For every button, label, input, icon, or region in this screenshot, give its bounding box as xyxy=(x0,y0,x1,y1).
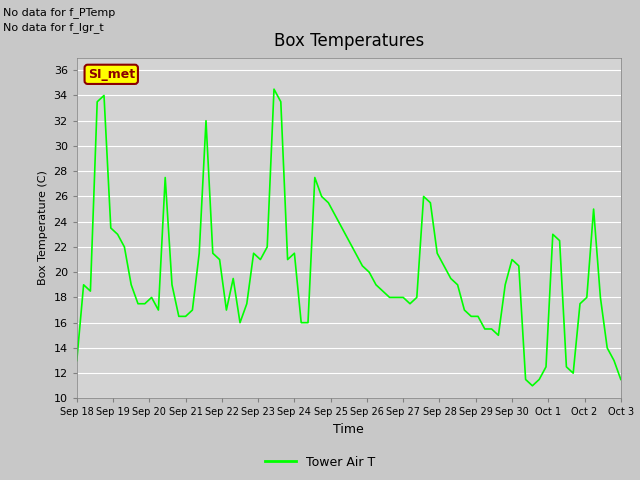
Y-axis label: Box Temperature (C): Box Temperature (C) xyxy=(38,170,48,286)
Text: SI_met: SI_met xyxy=(88,68,135,81)
Text: No data for f_PTemp: No data for f_PTemp xyxy=(3,7,115,18)
Title: Box Temperatures: Box Temperatures xyxy=(274,33,424,50)
Text: No data for f_lgr_t: No data for f_lgr_t xyxy=(3,22,104,33)
X-axis label: Time: Time xyxy=(333,423,364,436)
Legend: Tower Air T: Tower Air T xyxy=(260,451,380,474)
